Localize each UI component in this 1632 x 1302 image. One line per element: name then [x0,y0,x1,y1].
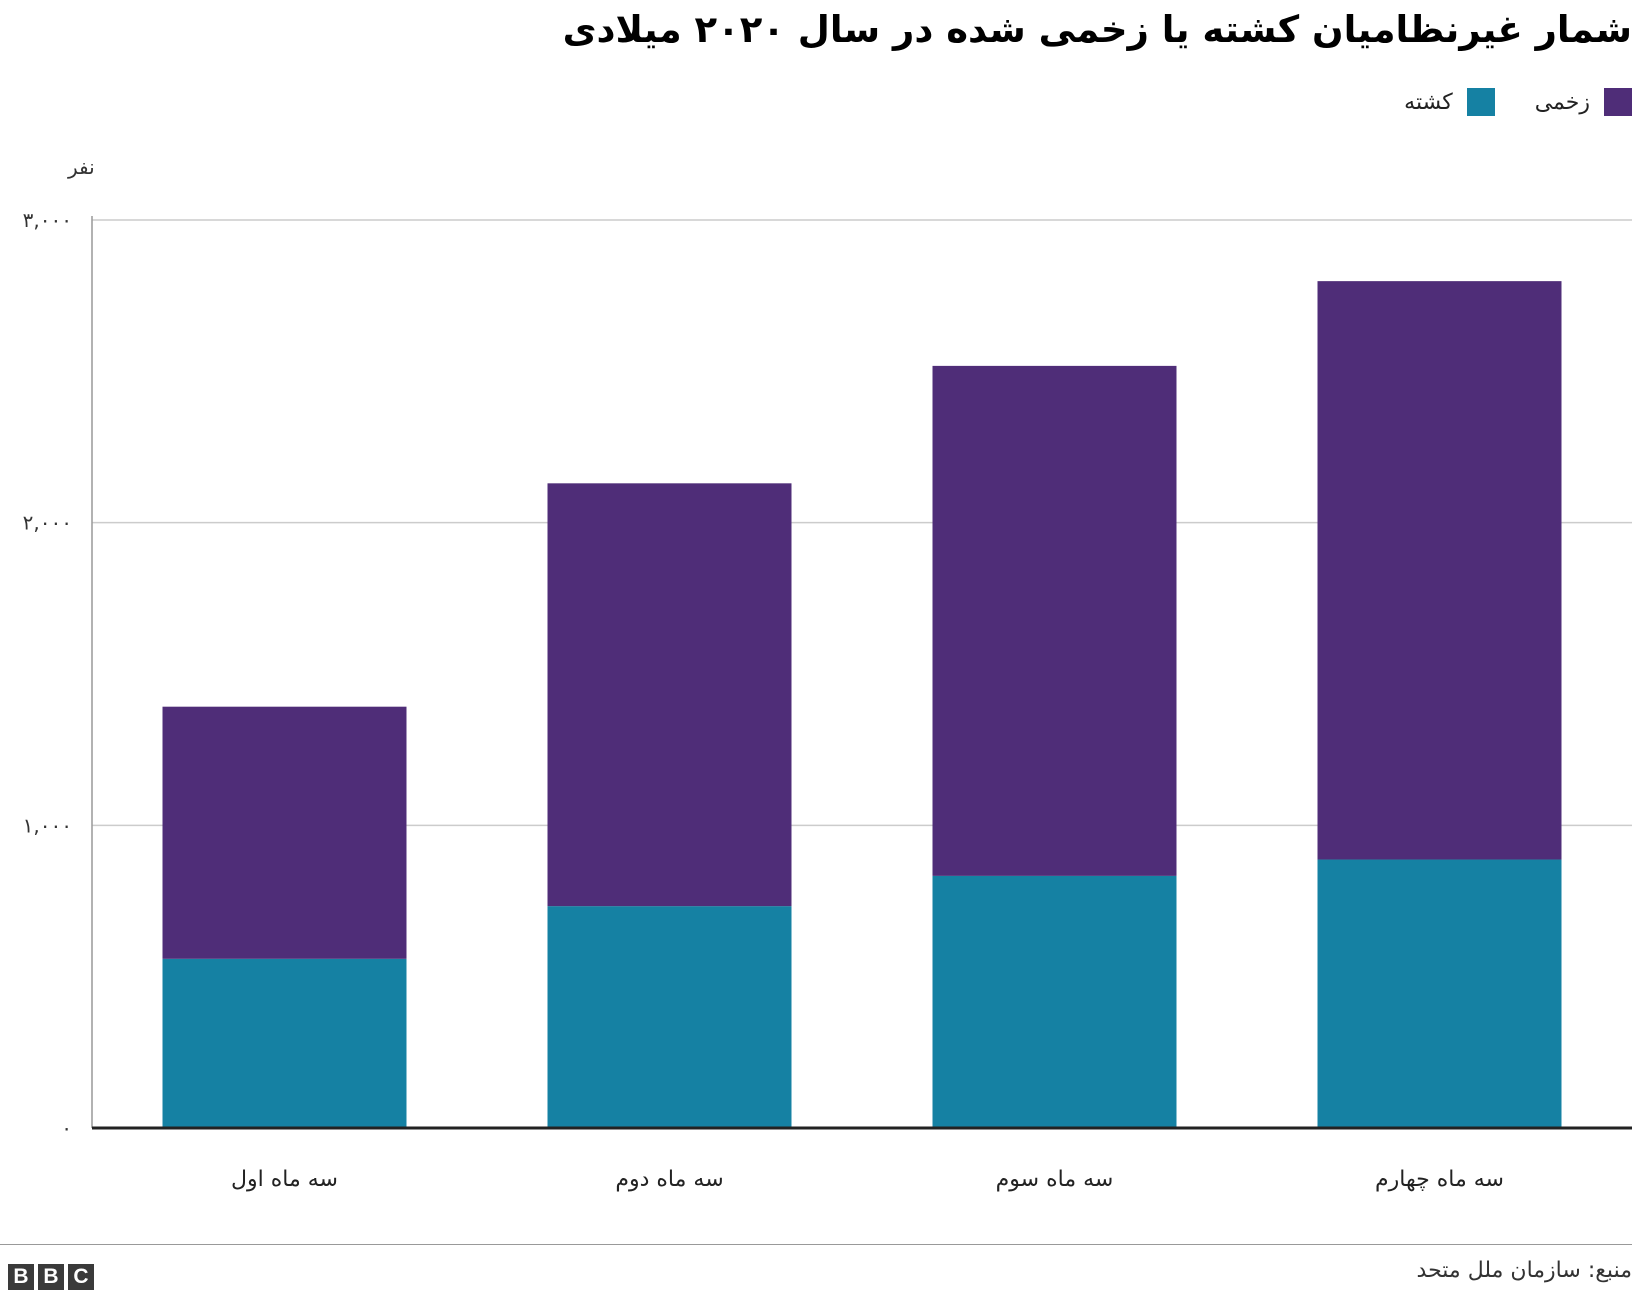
logo-letter-c: C [68,1264,94,1290]
bbc-logo: B B C [8,1264,94,1290]
legend-item-killed: کشته [1404,88,1495,116]
x-tick-label: سه ماه سوم [996,1167,1114,1192]
bar-segment-killed [1317,859,1562,1128]
legend-label-killed: کشته [1404,89,1453,115]
y-tick-label: ۰ [61,1116,72,1140]
chart-title: شمار غیرنظامیان کشته یا زخمی شده در سال … [562,8,1632,51]
bar-segment-injured [162,706,407,959]
bars [162,281,1562,1128]
logo-letter-b2: B [38,1264,64,1290]
y-tick-label: ۳,۰۰۰ [23,208,72,232]
bar-segment-killed [932,875,1177,1128]
x-tick-label: سه ماه دوم [615,1167,723,1192]
legend: زخمی کشته [1364,88,1632,116]
legend-swatch-killed [1466,88,1495,116]
legend-label-injured: زخمی [1534,89,1590,115]
bar-segment-injured [1317,281,1562,860]
y-tick-labels: ۰ ۱,۰۰۰ ۲,۰۰۰ ۳,۰۰۰ [23,208,72,1140]
x-tick-label: سه ماه چهارم [1375,1167,1504,1192]
x-tick-label: سه ماه اول [231,1167,338,1192]
bar-segment-killed [162,958,407,1128]
y-tick-label: ۲,۰۰۰ [23,511,72,535]
y-axis-label: نفر [68,155,95,179]
source-note: منبع: سازمان ملل متحد [1416,1258,1632,1283]
bar-segment-killed [547,906,792,1128]
legend-swatch-injured [1604,88,1632,116]
bar-segment-injured [547,483,792,907]
axes [91,216,1632,1130]
x-tick-labels: سه ماه اول سه ماه دوم سه ماه سوم سه ماه چها… [231,1167,1504,1192]
footer-divider [0,1244,1632,1245]
bar-segment-injured [932,365,1177,876]
logo-letter-b1: B [8,1264,34,1290]
y-tick-label: ۱,۰۰۰ [23,813,72,837]
legend-item-injured: زخمی [1535,88,1632,116]
